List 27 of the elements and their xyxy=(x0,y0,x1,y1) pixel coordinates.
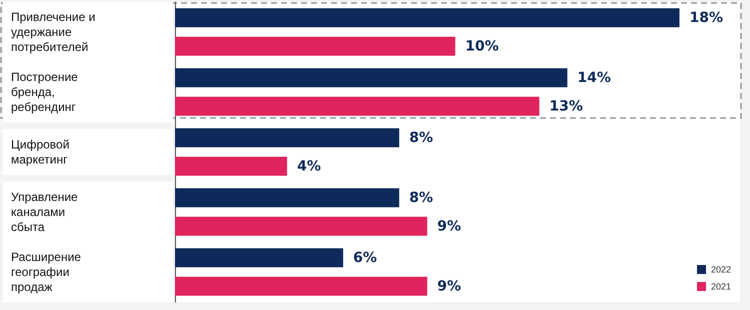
bar xyxy=(175,276,428,296)
data-label: 13% xyxy=(549,98,583,114)
bar xyxy=(175,156,288,176)
data-label: 9% xyxy=(437,218,462,234)
data-label: 8% xyxy=(409,130,433,146)
data-label: 6% xyxy=(353,250,377,266)
legend-label: 2021 xyxy=(710,282,732,292)
y-tick-label: Построение бренда, ребрендинг xyxy=(11,70,82,114)
data-label: 9% xyxy=(437,278,462,294)
bar xyxy=(175,216,428,236)
data-label: 18% xyxy=(689,10,723,26)
bar xyxy=(175,8,680,28)
data-label: 8% xyxy=(409,190,433,206)
y-tick-label: Цифровой маркетинг xyxy=(11,138,73,166)
bar xyxy=(175,36,456,56)
bar xyxy=(175,248,344,268)
y-tick-label: Привлечение и удержание потребителей xyxy=(11,10,99,54)
bar xyxy=(175,68,568,88)
y-tick-label: Расширение географии продаж xyxy=(11,250,84,294)
legend-label: 2022 xyxy=(710,264,732,274)
bar xyxy=(175,188,400,208)
bar xyxy=(175,128,400,148)
y-tick-label: Управление каналами сбыта xyxy=(11,190,82,234)
data-label: 14% xyxy=(577,70,611,86)
data-label: 10% xyxy=(465,38,499,54)
data-label: 4% xyxy=(297,158,321,174)
bar xyxy=(175,96,540,116)
